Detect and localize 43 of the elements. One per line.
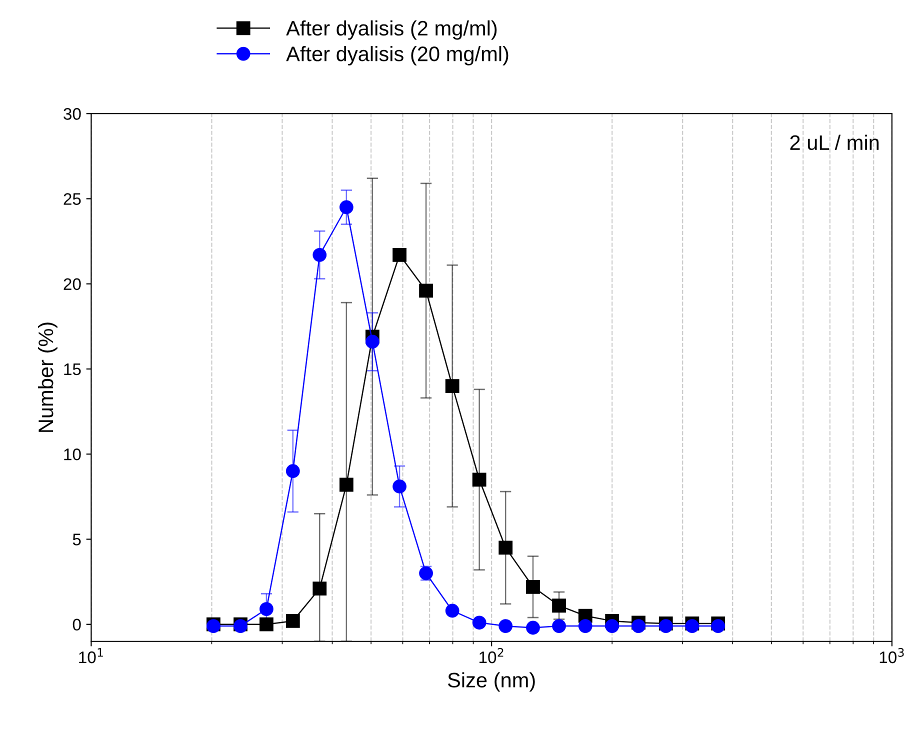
point: [552, 619, 566, 633]
point: [392, 248, 406, 262]
legend-label: After dyalisis (2 mg/ml): [286, 20, 497, 40]
y-tick-label: 20: [64, 278, 81, 290]
point: [365, 334, 380, 349]
y-tick-label: 30: [64, 108, 81, 120]
x-tick-label: 10$^{3}$: [880, 648, 904, 664]
y-axis-title: Number (%): [38, 322, 58, 432]
point: [685, 619, 700, 633]
legend-label: After dyalisis (20 mg/ml): [286, 46, 508, 66]
point: [260, 617, 274, 632]
x-tick-label: 10$^{1}$: [79, 648, 103, 664]
point: [445, 379, 460, 393]
y-tick-label: 15: [64, 364, 81, 376]
point: [498, 619, 513, 633]
point: [286, 614, 300, 628]
point: [392, 480, 406, 494]
point: [312, 248, 327, 262]
point: [472, 616, 486, 630]
point: [526, 620, 540, 635]
x-tick-label: 10$^{2}$: [480, 648, 504, 664]
point: [552, 598, 566, 613]
x-axis-title: Size (nm): [448, 672, 535, 692]
point: [578, 619, 592, 633]
point: [419, 284, 433, 298]
point: [445, 604, 460, 618]
y-tick-label: 0: [72, 618, 81, 631]
point: [632, 619, 646, 633]
point: [658, 619, 673, 633]
point: [711, 619, 726, 633]
point: [339, 200, 354, 214]
point: [526, 580, 540, 594]
point: [286, 464, 300, 478]
point: [312, 582, 327, 596]
point: [339, 478, 354, 492]
y-tick-label: 25: [64, 193, 81, 205]
point: [498, 540, 513, 555]
point: [605, 619, 620, 633]
y-tick-label: 10: [64, 448, 81, 460]
point: [260, 602, 274, 616]
point: [472, 472, 486, 487]
y-tick-label: 5: [72, 534, 81, 546]
annotation: 2 uL / min: [790, 134, 879, 150]
